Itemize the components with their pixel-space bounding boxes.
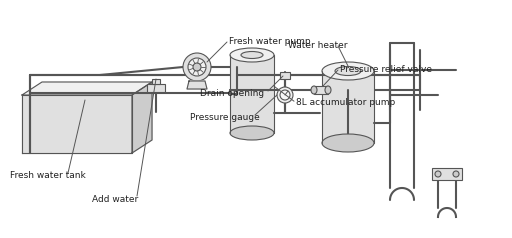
Text: Pressure gauge: Pressure gauge xyxy=(190,113,260,122)
Ellipse shape xyxy=(230,126,274,140)
Circle shape xyxy=(193,63,201,71)
Bar xyxy=(432,168,462,180)
Ellipse shape xyxy=(335,66,361,75)
Bar xyxy=(152,79,160,84)
Ellipse shape xyxy=(311,86,317,94)
Text: Water heater: Water heater xyxy=(288,40,348,50)
Text: Add water: Add water xyxy=(92,194,138,203)
Ellipse shape xyxy=(230,48,274,62)
Text: Drain opening: Drain opening xyxy=(200,89,264,98)
Bar xyxy=(230,55,274,133)
Text: Fresh water tank: Fresh water tank xyxy=(10,172,86,180)
Bar xyxy=(322,71,374,143)
Circle shape xyxy=(435,171,441,177)
Bar xyxy=(314,86,328,94)
Circle shape xyxy=(277,87,293,103)
Circle shape xyxy=(280,90,290,100)
Ellipse shape xyxy=(322,134,374,152)
Text: 8L accumulator pump: 8L accumulator pump xyxy=(296,98,395,107)
Bar xyxy=(147,84,165,92)
Circle shape xyxy=(183,53,211,81)
Polygon shape xyxy=(22,95,132,153)
Ellipse shape xyxy=(322,62,374,80)
Text: Pressure relief valve: Pressure relief valve xyxy=(340,64,432,74)
Polygon shape xyxy=(22,82,152,95)
Polygon shape xyxy=(187,81,207,89)
Circle shape xyxy=(188,58,206,76)
Circle shape xyxy=(453,171,459,177)
Bar xyxy=(280,72,290,79)
Text: Fresh water pump: Fresh water pump xyxy=(229,36,311,45)
Ellipse shape xyxy=(241,51,263,59)
Polygon shape xyxy=(132,82,152,153)
Ellipse shape xyxy=(325,86,331,94)
